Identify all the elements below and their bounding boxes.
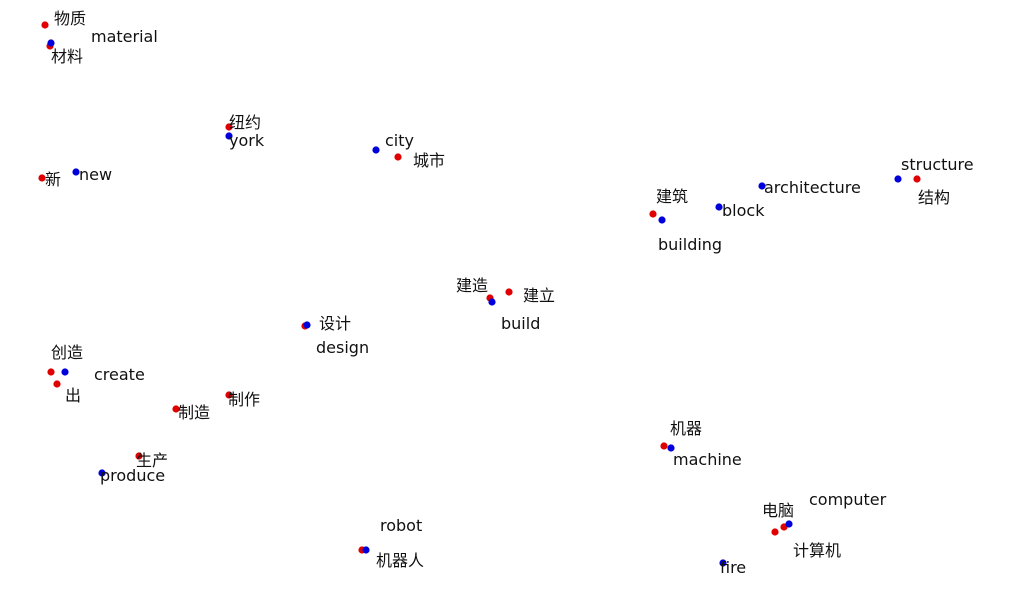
point-zh-2 bbox=[225, 123, 233, 131]
point-zh-6 bbox=[913, 175, 921, 183]
point-label-zh-17: 计算机 bbox=[793, 541, 841, 560]
point-label-zh-6: 结构 bbox=[918, 188, 950, 207]
point-label-zh-13: 制作 bbox=[228, 390, 260, 409]
point-zh-12 bbox=[172, 405, 180, 413]
point-label-zh-5: 建筑 bbox=[656, 187, 688, 206]
point-label-zh-2: 纽约 bbox=[229, 113, 261, 132]
point-label-en-7: building bbox=[658, 235, 722, 254]
point-en-12 bbox=[667, 444, 675, 452]
point-label-zh-7: 建造 bbox=[456, 276, 488, 295]
point-zh-5 bbox=[649, 210, 657, 218]
point-label-en-11: produce bbox=[100, 466, 165, 485]
point-label-zh-14: 生产 bbox=[136, 451, 168, 470]
point-label-zh-9: 设计 bbox=[319, 314, 351, 333]
point-en-6 bbox=[715, 203, 723, 211]
point-label-en-13: computer bbox=[809, 490, 887, 509]
point-en-15 bbox=[362, 546, 370, 554]
point-label-en-15: robot bbox=[380, 516, 422, 535]
point-en-10 bbox=[61, 368, 69, 376]
point-label-zh-11: 出 bbox=[65, 386, 81, 405]
point-label-en-0: material bbox=[91, 27, 158, 46]
point-en-1 bbox=[225, 132, 233, 140]
point-label-en-9: design bbox=[316, 338, 369, 357]
point-label-en-8: build bbox=[501, 314, 540, 333]
point-label-en-14: fire bbox=[720, 558, 746, 577]
point-label-zh-12: 制造 bbox=[178, 403, 210, 422]
point-zh-0 bbox=[41, 21, 49, 29]
point-en-5 bbox=[894, 175, 902, 183]
point-label-zh-1: 材料 bbox=[51, 47, 83, 66]
point-en-14 bbox=[719, 559, 727, 567]
point-zh-11 bbox=[53, 380, 61, 388]
point-label-en-6: block bbox=[722, 201, 765, 220]
point-en-4 bbox=[758, 182, 766, 190]
point-en-3 bbox=[372, 146, 380, 154]
point-label-zh-18: 机器人 bbox=[376, 551, 424, 570]
point-label-zh-0: 物质 bbox=[54, 9, 86, 28]
point-zh-10 bbox=[47, 368, 55, 376]
point-en-11 bbox=[98, 469, 106, 477]
point-label-en-2: new bbox=[79, 165, 112, 184]
point-zh-3 bbox=[38, 174, 46, 182]
point-zh-17 bbox=[771, 528, 779, 536]
point-label-zh-4: 城市 bbox=[413, 151, 445, 170]
point-label-zh-10: 创造 bbox=[51, 343, 83, 362]
point-label-en-5: structure bbox=[901, 155, 974, 174]
point-label-en-10: create bbox=[94, 365, 145, 384]
point-label-en-3: city bbox=[385, 131, 414, 150]
point-label-en-4: architecture bbox=[764, 178, 861, 197]
point-en-8 bbox=[488, 298, 496, 306]
point-label-zh-8: 建立 bbox=[523, 286, 555, 305]
point-en-0 bbox=[47, 39, 55, 47]
point-label-zh-16: 电脑 bbox=[762, 501, 794, 520]
point-en-13 bbox=[785, 520, 793, 528]
point-en-7 bbox=[658, 216, 666, 224]
point-en-9 bbox=[303, 321, 311, 329]
point-zh-13 bbox=[225, 391, 233, 399]
point-zh-8 bbox=[505, 288, 513, 296]
point-label-en-1: york bbox=[229, 131, 265, 150]
point-label-zh-15: 机器 bbox=[670, 419, 702, 438]
point-label-zh-3: 新 bbox=[45, 170, 61, 189]
point-zh-15 bbox=[660, 442, 668, 450]
points-layer bbox=[38, 21, 921, 567]
point-zh-4 bbox=[394, 153, 402, 161]
point-zh-14 bbox=[135, 452, 143, 460]
point-label-en-12: machine bbox=[673, 450, 742, 469]
point-en-2 bbox=[72, 168, 80, 176]
